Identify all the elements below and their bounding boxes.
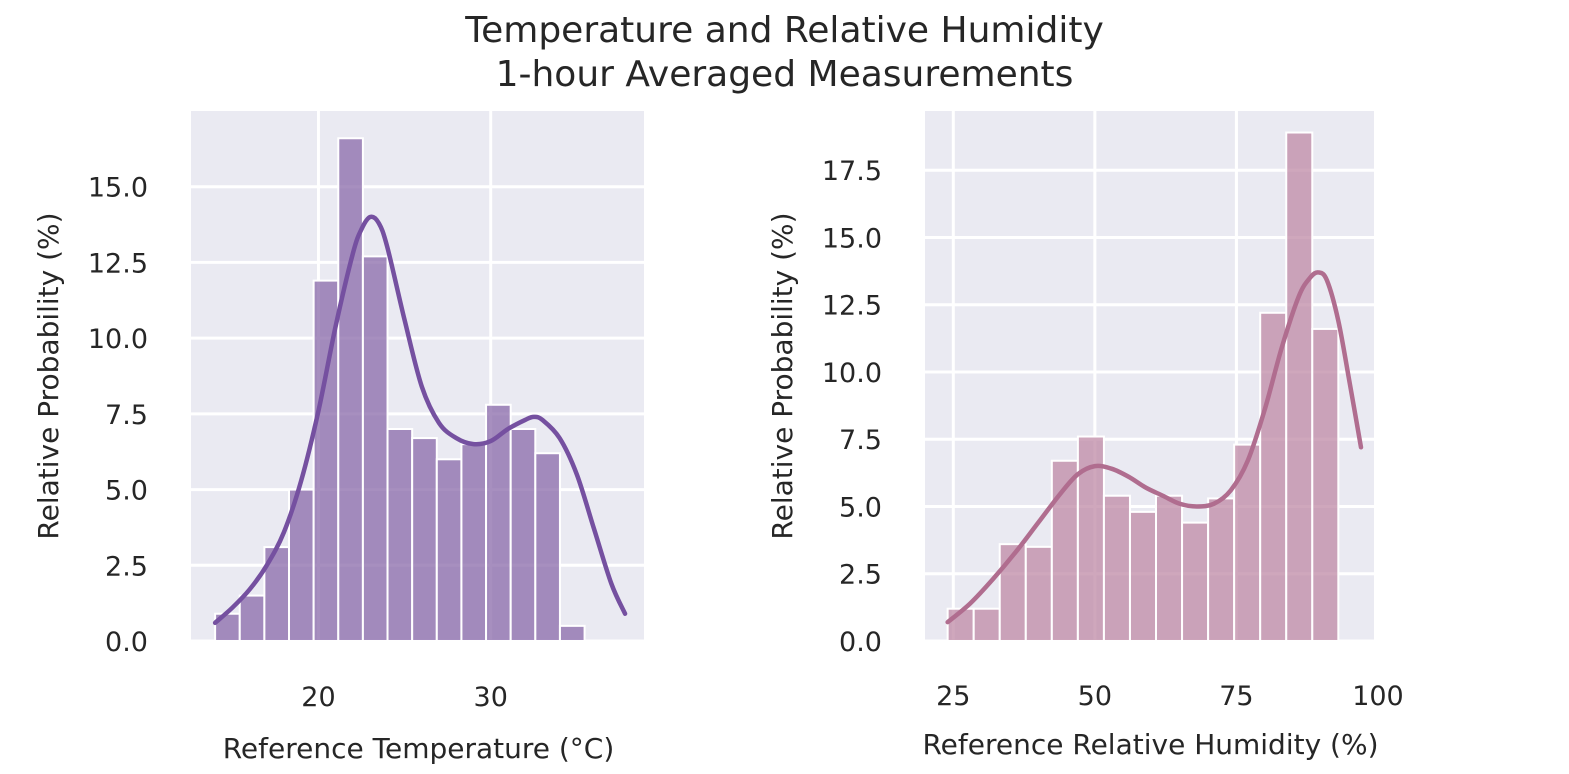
y-tick-label: 7.5 xyxy=(839,425,882,456)
histogram-bar xyxy=(411,437,438,643)
histogram-bar xyxy=(972,607,1001,643)
y-tick-label: 2.5 xyxy=(839,560,882,591)
x-axis-label: Reference Temperature (°C) xyxy=(223,732,615,765)
kde-curve xyxy=(212,214,628,626)
temperature-histogram-panel: 0.0 2.5 5.0 7.5 10.0 12.5 15.0 20 30 Reference Te… xyxy=(32,111,644,765)
chart-title: Temperature and Relative Humidity xyxy=(465,10,1104,51)
histogram-bar xyxy=(1128,510,1158,642)
y-tick-label: 17.5 xyxy=(822,156,882,187)
histogram-bar xyxy=(534,452,561,642)
histogram-bar xyxy=(361,255,389,642)
x-tick-label: 100 xyxy=(1352,681,1404,712)
histogram-bar xyxy=(1102,494,1131,643)
histogram-bar xyxy=(1024,545,1053,643)
histogram-bar xyxy=(1181,521,1210,643)
y-tick-label: 10.0 xyxy=(88,324,148,355)
x-tick-label: 75 xyxy=(1219,681,1253,712)
y-tick-label: 0.0 xyxy=(839,627,882,658)
x-axis-label: Reference Relative Humidity (%) xyxy=(922,728,1378,761)
histogram-bar xyxy=(1155,494,1184,643)
histogram-bar xyxy=(1233,443,1262,642)
histogram-bar xyxy=(460,443,488,642)
chart-subtitle: 1-hour Averaged Measurements xyxy=(495,54,1074,95)
y-tick-label: 10.0 xyxy=(822,358,882,389)
y-tick-label: 7.5 xyxy=(105,400,148,431)
histogram-bar xyxy=(1311,327,1340,642)
x-tick-label: 30 xyxy=(474,682,508,713)
y-axis-label: Relative Probability (%) xyxy=(766,212,799,539)
histogram-bar xyxy=(1259,311,1288,642)
histogram-bar xyxy=(238,594,266,642)
histogram-bar xyxy=(1285,131,1314,642)
y-tick-label: 15.0 xyxy=(88,173,148,204)
y-tick-label: 12.5 xyxy=(822,291,882,322)
humidity-histogram-panel: 0.0 2.5 5.0 7.5 10.0 12.5 15.0 17.5 25 50 75 100 Ref… xyxy=(766,111,1404,761)
histogram-bar xyxy=(998,543,1027,643)
y-tick-label: 5.0 xyxy=(105,476,148,507)
histogram-bar xyxy=(386,428,414,642)
y-tick-label: 12.5 xyxy=(88,248,148,279)
kde-curve xyxy=(945,270,1364,625)
y-axis-label: Relative Probability (%) xyxy=(32,212,65,539)
y-tick-label: 2.5 xyxy=(105,551,148,582)
histogram-bar xyxy=(558,624,586,642)
x-tick-label: 50 xyxy=(1078,681,1112,712)
histogram-bar xyxy=(337,137,364,642)
histogram-bar xyxy=(435,458,463,642)
y-tick-label: 5.0 xyxy=(839,492,882,523)
histogram-bar xyxy=(1207,497,1236,642)
x-tick-label: 25 xyxy=(936,681,970,712)
y-tick-label: 15.0 xyxy=(822,223,882,254)
histogram-bar xyxy=(509,428,537,642)
x-tick-label: 20 xyxy=(301,682,335,713)
y-tick-label: 0.0 xyxy=(105,627,148,658)
